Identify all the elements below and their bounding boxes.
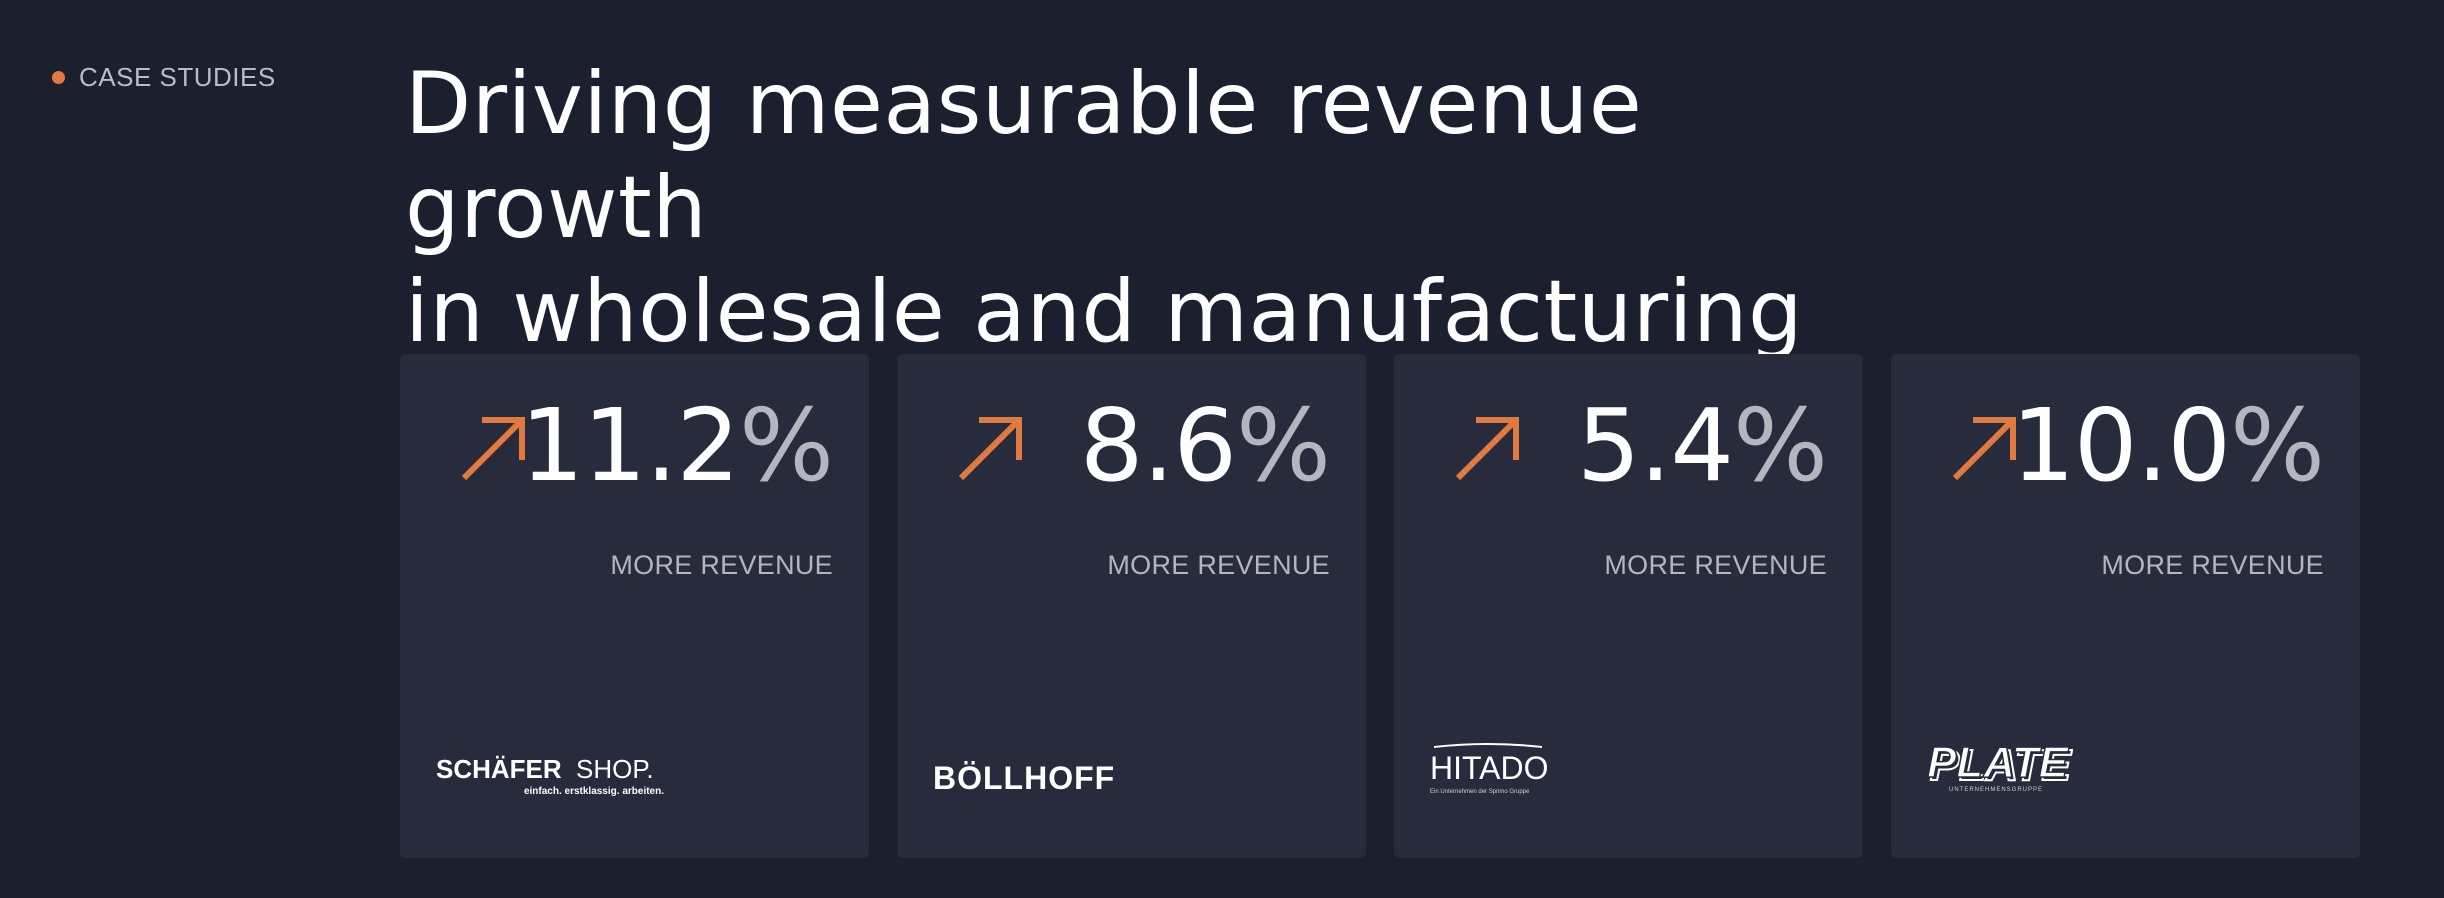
metric-label: MORE REVENUE <box>1604 550 1827 580</box>
logo-main-text: BÖLLHOFF <box>933 760 1115 796</box>
plate-logo: PLATE PLATE UNTERNEHMENSGRUPPE <box>1926 737 2077 802</box>
revenue-metric: 10.0% <box>2011 386 2325 506</box>
arrow-up-right-icon <box>1455 417 1519 481</box>
case-study-card-plate[interactable]: 10.0% MORE REVENUE PLATE PLATE UNTERNEHM… <box>1891 354 2360 858</box>
section-eyebrow-label: CASE STUDIES <box>79 62 276 92</box>
metric-unit: % <box>2229 387 2325 504</box>
revenue-metric: 5.4% <box>1576 386 1828 506</box>
metric-unit: % <box>1235 387 1331 504</box>
metric-value: 11.2 <box>520 387 740 504</box>
metric-label: MORE REVENUE <box>2101 550 2324 580</box>
metric-value: 8.6 <box>1079 387 1237 504</box>
logo-tagline: einfach. erstklassig. arbeiten. <box>524 786 664 797</box>
hitado-logo: HITADO Ein Unternehmen der Sprimo Gruppe <box>1430 741 1550 802</box>
case-study-card-boellhoff[interactable]: 8.6% MORE REVENUE BÖLLHOFF <box>897 354 1366 858</box>
arrow-up-right-icon <box>1952 417 2016 481</box>
logo-tagline: Ein Unternehmen der Sprimo Gruppe <box>1430 789 1530 795</box>
page-title: Driving measurable revenue growth in who… <box>405 52 1905 364</box>
logo-main-text: SCHÄFER <box>436 754 562 784</box>
metric-label: MORE REVENUE <box>1107 550 1330 580</box>
page-title-line-2: in wholesale and manufacturing <box>405 262 1804 362</box>
metric-label: MORE REVENUE <box>610 550 833 580</box>
logo-main-text: HITADO <box>1430 750 1549 786</box>
case-study-card-hitado[interactable]: 5.4% MORE REVENUE HITADO Ein Unternehmen… <box>1394 354 1863 858</box>
arrow-up-right-icon <box>461 417 525 481</box>
case-study-cards: 11.2% MORE REVENUE SCHÄFER SHOP. einfach… <box>400 354 2360 858</box>
metric-unit: % <box>1732 387 1828 504</box>
logo-main-text: PLATE <box>1927 738 2070 787</box>
metric-value: 5.4 <box>1576 387 1734 504</box>
revenue-metric: 8.6% <box>1079 386 1331 506</box>
boellhoff-logo: BÖLLHOFF <box>933 757 1173 802</box>
logo-tagline: UNTERNEHMENSGRUPPE <box>1949 787 2043 793</box>
revenue-metric: 11.2% <box>520 386 834 506</box>
metric-unit: % <box>738 387 834 504</box>
case-study-card-schaefer-shop[interactable]: 11.2% MORE REVENUE SCHÄFER SHOP. einfach… <box>400 354 869 858</box>
logo-outline-text: PLATE <box>1930 741 2073 790</box>
bullet-dot-icon <box>52 71 65 84</box>
arrow-up-right-icon <box>958 417 1022 481</box>
metric-value: 10.0 <box>2011 387 2231 504</box>
logo-secondary-text: SHOP. <box>576 754 654 784</box>
schaefer-shop-logo: SCHÄFER SHOP. einfach. erstklassig. arbe… <box>436 753 676 802</box>
page-title-line-1: Driving measurable revenue growth <box>405 54 1643 258</box>
section-eyebrow: CASE STUDIES <box>52 62 276 93</box>
